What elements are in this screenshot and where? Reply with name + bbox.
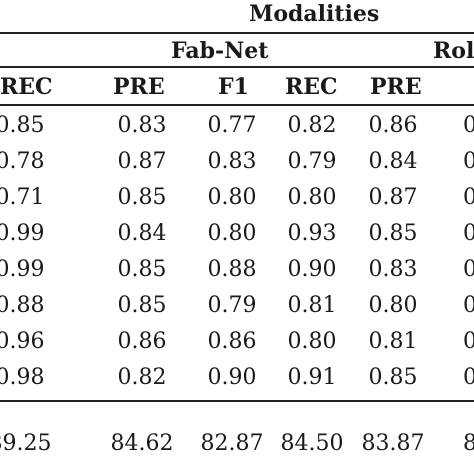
table-cell: 0.81 [368,329,418,354]
table-cell: 0.82 [287,113,337,138]
table-cell: 0 [463,257,474,282]
table-cell: 0.98 [0,365,45,390]
table-cell: 0 [463,329,474,354]
table-cell: 0.85 [117,293,167,318]
table-cell: 0 [463,149,474,174]
modalities-header: Modalities [249,1,380,27]
column-header-rec-1: REC [0,74,53,100]
table-cell: 0.77 [207,113,257,138]
header-rule-bottom [0,104,474,106]
column-header-f1: F1 [218,74,249,100]
table-cell: 0.80 [368,293,418,318]
table-cell: 0.84 [117,221,167,246]
table-cell: 0.99 [0,221,45,246]
table-cell: 0.83 [207,149,257,174]
summary-cell: 89.25 [0,431,52,456]
summary-cell: 83.87 [361,431,425,456]
table-cell: 0.99 [0,257,45,282]
column-header-rec-2: REC [285,74,338,100]
table-cell: 0.86 [207,329,257,354]
table-cell: 0.91 [287,365,337,390]
table-cell: 0.88 [0,293,45,318]
header-rule-mid [0,66,474,68]
table-cell: 0.83 [117,113,167,138]
table-cell: 0.80 [287,185,337,210]
table-cell: 0.80 [207,185,257,210]
table-cell: 0.82 [117,365,167,390]
summary-cell: 8 [463,431,474,456]
table-cell: 0.85 [368,365,418,390]
table-cell: 0.81 [287,293,337,318]
table-cell: 0.79 [287,149,337,174]
body-rule-bottom [0,400,474,402]
summary-cell: 84.62 [110,431,174,456]
table-cell: 0 [463,221,474,246]
table-cell: 0.85 [117,257,167,282]
subheader-rol: Rol [433,38,474,64]
table-cell: 0.90 [287,257,337,282]
column-header-pre-1: PRE [113,74,165,100]
table-cell: 0.80 [207,221,257,246]
table-cell: 0.86 [368,113,418,138]
table-cell: 0.93 [287,221,337,246]
table-cell: 0.84 [368,149,418,174]
table-cell: 0 [463,293,474,318]
table-cell: 0.86 [117,329,167,354]
table-cell: 0 [463,365,474,390]
table-cell: 0.96 [0,329,45,354]
table-cell: 0.85 [117,185,167,210]
table-cell: 0.85 [368,221,418,246]
table-cell: 0.80 [287,329,337,354]
column-header-pre-2: PRE [370,74,422,100]
subheader-fab-net: Fab-Net [171,38,269,64]
header-rule-top [0,32,474,34]
table-cell: 0.83 [368,257,418,282]
table-cell: 0.87 [368,185,418,210]
table-cell: 0.88 [207,257,257,282]
summary-cell: 84.50 [280,431,344,456]
summary-cell: 82.87 [200,431,264,456]
table-cell: 0 [463,185,474,210]
table-cell: 0.87 [117,149,167,174]
table-cell: 0.79 [207,293,257,318]
table-cell: 0.90 [207,365,257,390]
table-cell: 0.85 [0,113,45,138]
table-cell: 0 [463,113,474,138]
table-cell: 0.71 [0,185,45,210]
table-cell: 0.78 [0,149,45,174]
